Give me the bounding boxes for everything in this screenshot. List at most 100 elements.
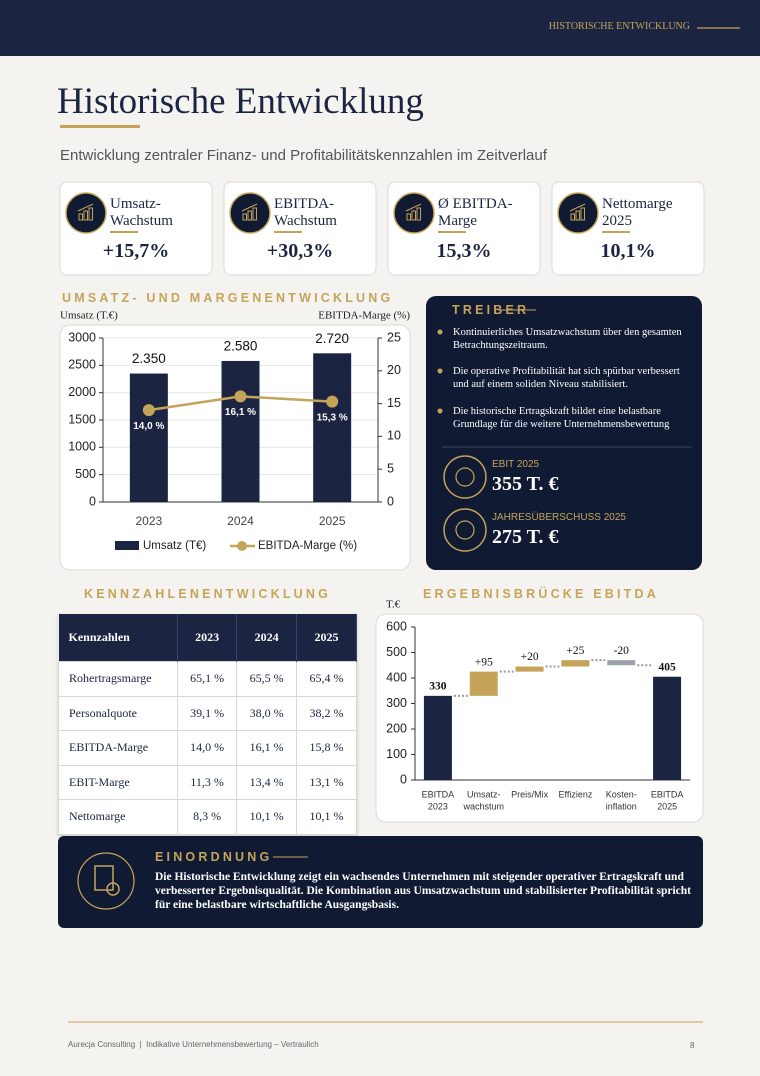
table-row: EBIT-Marge 11,3 % 13,4 % 13,1 % [57,764,357,800]
table-cell: 65,5 % [236,661,298,697]
kpi-label: Nettomarge 2025 [602,196,673,229]
metric-value: 275 T. € [492,526,559,548]
y2-tick-label: 15 [387,396,401,410]
x-tick-label: Preis/Mix [511,789,549,799]
driver-item: Die operative Profitabilität hat sich sp… [453,366,680,390]
waterfall-bar [515,666,544,672]
table-cell: 16,1 % [236,730,298,766]
y-tick-label: 1500 [68,412,96,426]
waterfall-bar [561,660,590,667]
table-cell: 38,2 % [296,695,357,731]
y-tick-label: 100 [386,747,407,761]
kpi-icon [229,192,271,234]
metric-value: 355 T. € [492,473,559,495]
kpi-icon [77,203,94,212]
kpi-icon [570,213,575,221]
x-tick-label: inflation [606,801,637,811]
kpi-icon [65,192,107,234]
kpi-icon [393,192,435,234]
waterfall-bar [423,695,452,780]
x-tick-label: 2023 [135,514,162,528]
waterfall-value-label: -20 [614,645,630,657]
table-cell: 8,3 % [177,799,238,835]
table-header-row: Kennzahlen 2023 2024 2025 [58,614,357,662]
bullet [437,408,443,414]
section-title: EINORDNUNG [155,850,273,864]
table-cell: Nettomarge [57,799,179,835]
waterfall-bar [607,660,636,666]
kpi-table: Kennzahlen 2023 2024 2025 Rohertragsmarge 65,… [57,614,357,835]
bullet [437,368,443,374]
waterfall-bar [653,676,682,780]
y2-tick-label: 0 [387,494,394,508]
bridge-card [375,613,704,823]
kpi-icon [416,207,421,221]
x-tick-label: Effizienz [558,789,592,799]
assessment-icon [77,852,135,910]
x-tick-label: 2023 [428,801,448,811]
kpi-value: +30,3% [266,240,334,262]
bar [129,373,168,502]
driver-item: Kontinuierliches Umsatzwachstum über den… [453,327,682,351]
y-axis-label: T.€ [386,599,401,611]
kpi-icon [406,213,411,221]
waterfall-value-label: +20 [521,651,539,663]
header-bar [0,0,760,56]
waterfall-value-label: 330 [429,680,447,692]
y-tick-label: 1000 [68,440,96,454]
table-cell: 11,3 % [177,764,238,800]
kpi-icon [580,207,585,221]
table-cell: Rohertragsmarge [57,661,179,697]
table-row: Nettomarge 8,3 % 10,1 % 10,1 % [57,799,357,835]
kpi-icon [569,203,586,212]
table-cell: 14,0 % [177,730,238,766]
kpi-icon [242,213,247,221]
x-tick-label: Kosten- [606,789,637,799]
table-cell: 10,1 % [296,799,357,835]
x-tick-label: EBITDA [651,789,684,799]
y-tick-label: 400 [386,670,407,684]
x-tick-label: 2024 [227,514,254,528]
driver-item: Die historische Ertragskraft bildet eine… [453,406,670,430]
bar-value-label: 2.580 [224,339,258,354]
legend-swatch [115,541,139,550]
kpi-icon [83,210,88,221]
waterfall-value-label: 405 [658,661,676,673]
metric-icon [443,455,487,499]
x-tick-label: 2025 [319,514,346,528]
assessment-box [58,836,703,928]
waterfall-bar [469,671,498,696]
waterfall-value-label: +25 [566,645,584,657]
bar [221,360,260,502]
bar-value-label: 2.720 [315,331,349,346]
footer-text: Aurecja Consulting | Indikative Unterneh… [68,1040,319,1049]
y-tick-label: 2500 [68,358,96,372]
y2-tick-label: 10 [387,429,401,443]
legend-label: EBITDA-Marge (%) [258,540,357,552]
page-subtitle: Entwicklung zentraler Finanz- und Profit… [60,147,547,164]
y-axis-label: Umsatz (T.€) [60,310,118,322]
kpi-icon [247,210,252,221]
metric-label: EBIT 2025 [492,459,540,470]
table-cell: 38,0 % [236,695,298,731]
bar [313,353,352,502]
y-tick-label: 0 [400,772,407,786]
kpi-icon [252,207,257,221]
bullet [437,329,443,335]
y2-tick-label: 25 [387,330,401,344]
y-tick-label: 500 [75,467,96,481]
y2-axis-label: EBITDA-Marge (%) [318,310,410,322]
table-cell: 13,4 % [236,764,298,800]
page-title: Historische Entwicklung [57,81,424,122]
x-tick-label: 2025 [657,801,677,811]
table-row: Personalquote 39,1 % 38,0 % 38,2 % [57,695,357,731]
table-header-cell: 2024 [236,614,298,662]
section-title: TREIBER [452,303,530,317]
line-value-label: 16,1 % [225,407,256,418]
line-value-label: 14,0 % [133,421,164,432]
kpi-icon [411,210,416,221]
y-tick-label: 300 [386,696,407,710]
metric-icon [455,520,475,540]
